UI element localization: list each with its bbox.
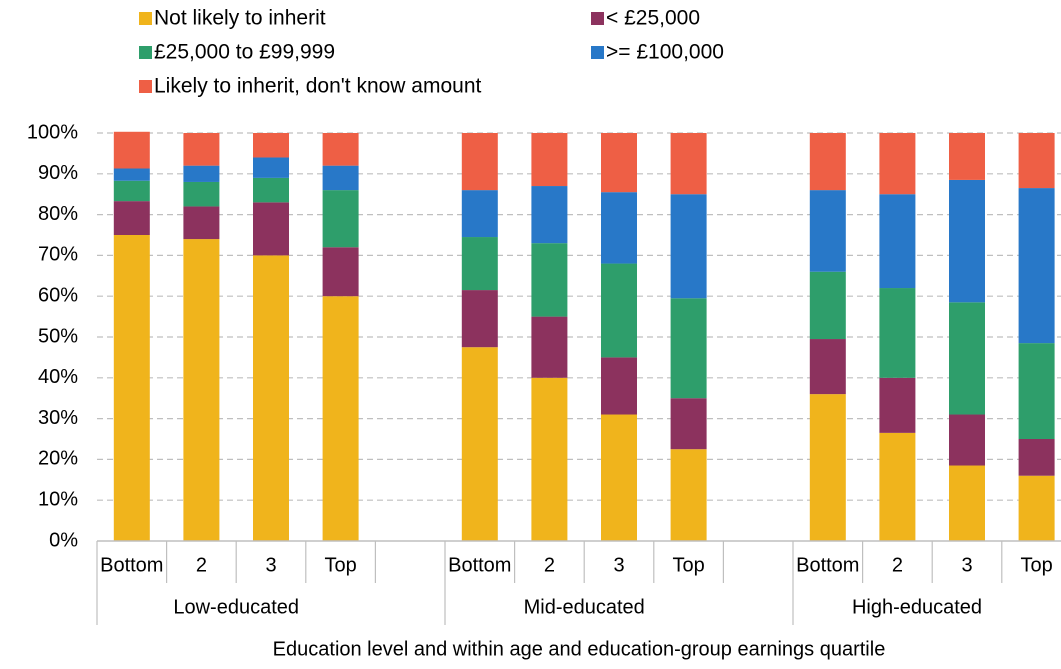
bar-segment [531,243,568,317]
bar-segment [809,190,846,272]
group-label: Low-educated [173,596,299,618]
bar-segment [1018,133,1055,189]
bar-segment [949,465,985,541]
bar-segment [809,133,846,191]
bar-segment [322,296,359,541]
bar-segment [531,377,568,541]
x-tick-label: Top [672,554,704,576]
x-tick-label: 3 [613,554,624,576]
legend-swatch [139,12,152,25]
bar-segment [461,237,498,291]
bar-segment [113,235,150,541]
x-tick-label: Bottom [100,554,163,576]
legend-text: >= £100,000 [606,41,724,64]
bar-segment [1018,188,1055,344]
group-label: Mid-educated [524,596,645,618]
legend-text: Not likely to inherit [154,7,326,30]
y-tick-label: 0% [49,529,78,551]
bar-segment [879,377,916,433]
bar-segment [183,133,220,166]
y-tick-label: 40% [38,366,78,388]
bar-segment [253,133,289,158]
y-tick-label: 90% [38,162,78,184]
bar-segment [322,190,359,248]
x-tick-label: Bottom [448,554,511,576]
x-tick-label: 2 [892,554,903,576]
bar-segment [531,186,568,244]
bar-segment [879,288,916,378]
bar-segment [253,157,289,178]
bar-segment [670,449,707,541]
bar-segment [879,194,916,289]
bar-segment [322,165,359,191]
x-tick-label: Top [1020,554,1052,576]
bar-segment [113,131,150,169]
bar-segment [253,177,289,203]
bar-segment [1018,439,1055,476]
bar-segment [183,181,220,207]
bar-segment [1018,475,1055,541]
legend-swatch [591,46,604,59]
bar-segment [601,357,637,415]
bar-segment [113,168,150,181]
group-label: High-educated [852,596,982,618]
y-tick-label: 100% [27,121,78,143]
x-tick-label: 3 [961,554,972,576]
bar-segment [601,414,637,541]
x-tick-label: Top [324,554,356,576]
x-tick-label: 2 [196,554,207,576]
bar-segment [670,194,707,299]
bar-segment [461,347,498,541]
bar-segment [879,133,916,195]
x-tick-label: 2 [544,554,555,576]
legend-text: < £25,000 [606,7,700,30]
bar-segment [809,271,846,340]
y-tick-label: 80% [38,203,78,225]
bar-segment [809,339,846,395]
bar-segment [531,316,568,378]
y-tick-label: 20% [38,448,78,470]
bar-segment [253,255,289,541]
bar-segment [531,133,568,187]
bar-segment [113,180,150,202]
bar-segment [461,133,498,191]
bar-segment [670,298,707,399]
legend-swatch [591,12,604,25]
bar-segment [183,165,220,182]
y-tick-label: 70% [38,244,78,266]
bar-segment [949,179,985,303]
bar-segment [949,414,985,466]
bar-segment [1018,343,1055,439]
bar-segment [809,394,846,541]
bar-segment [601,263,637,358]
bar-segment [461,190,498,238]
bar-segment [322,133,359,166]
legend-text: £25,000 to £99,999 [154,41,335,64]
legend-text: Likely to inherit, don't know amount [154,75,482,98]
bar-segment [113,201,150,235]
bar-segment [879,432,916,541]
y-tick-label: 50% [38,325,78,347]
x-tick-label: Bottom [796,554,859,576]
bar-segment [601,192,637,264]
y-tick-label: 10% [38,488,78,510]
legend-swatch [139,46,152,59]
bar-segment [670,398,707,450]
y-tick-label: 60% [38,284,78,306]
bar-segment [949,302,985,415]
x-tick-label: 3 [265,554,276,576]
bar-segment [949,133,985,180]
x-axis-title: Education level and within age and educa… [273,638,886,660]
bar-segment [461,290,498,348]
legend-swatch [139,80,152,93]
bar-segment [183,206,220,240]
bar-segment [670,133,707,195]
bar-segment [322,247,359,297]
bar-segment [601,133,637,193]
y-tick-label: 30% [38,407,78,429]
bar-segment [253,202,289,256]
bar-segment [183,239,220,541]
